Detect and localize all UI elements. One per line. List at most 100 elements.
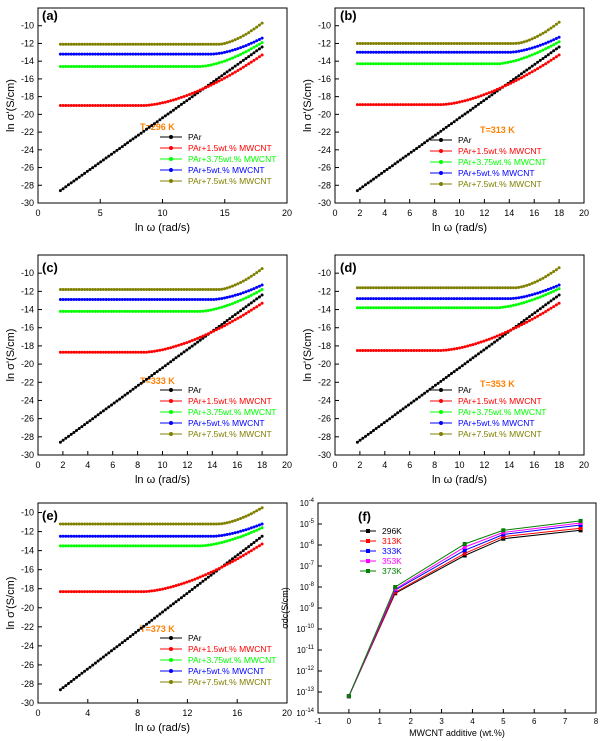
data-point xyxy=(190,534,194,538)
data-point xyxy=(498,306,502,310)
data-point xyxy=(61,534,65,538)
data-point xyxy=(61,309,65,313)
data-point xyxy=(366,62,370,66)
x-tick-label: 14 xyxy=(504,460,514,470)
data-point xyxy=(493,286,497,290)
data-point xyxy=(501,332,505,336)
data-point xyxy=(377,425,381,429)
data-point xyxy=(517,58,521,62)
data-point xyxy=(436,42,440,45)
data-point xyxy=(163,347,167,351)
data-point xyxy=(206,42,210,46)
temperature-label: T=373 K xyxy=(140,624,175,634)
data-point xyxy=(374,349,378,352)
data-point xyxy=(85,288,89,291)
x-tick-label: 4 xyxy=(85,708,90,718)
data-point xyxy=(118,52,122,56)
data-point xyxy=(546,46,550,49)
data-point xyxy=(257,527,261,531)
data-point xyxy=(233,531,237,535)
data-point xyxy=(67,522,70,526)
data-point xyxy=(61,686,65,690)
data-point xyxy=(407,50,410,54)
series-par-1-5wt-mwcnt xyxy=(58,53,264,107)
data-point xyxy=(185,99,189,103)
data-point xyxy=(231,72,234,76)
data-point xyxy=(546,40,550,44)
legend-entry: PAr+5wt.% MWCNT xyxy=(188,418,265,428)
data-point xyxy=(120,104,124,107)
data-point xyxy=(257,295,261,299)
data-point xyxy=(123,393,127,397)
data-point xyxy=(511,296,515,300)
series-par-5wt-mwcnt xyxy=(58,522,264,538)
series-par-3-75wt-mwcnt xyxy=(355,287,561,310)
data-point xyxy=(142,590,146,594)
data-point xyxy=(462,548,467,553)
series-par xyxy=(355,45,561,193)
data-point xyxy=(382,297,386,301)
y-tick-label: -24 xyxy=(318,395,331,405)
x-tick-label: 16 xyxy=(529,208,539,218)
data-point xyxy=(369,297,373,301)
data-point xyxy=(99,544,103,548)
data-point xyxy=(107,350,111,354)
data-point xyxy=(155,102,159,106)
data-point xyxy=(58,544,62,548)
data-point xyxy=(91,42,95,46)
data-point xyxy=(239,60,243,64)
data-point xyxy=(249,293,253,297)
data-point xyxy=(355,286,359,290)
data-point xyxy=(96,590,100,594)
data-point xyxy=(549,58,553,62)
data-point xyxy=(171,602,175,606)
data-point xyxy=(169,288,173,291)
chart-panel-a: 0 5 10 15 20-30-28-26-24-22-20-18-16-14-12-1… xyxy=(5,7,292,234)
data-point xyxy=(249,274,253,278)
data-point xyxy=(153,288,156,291)
data-point xyxy=(139,298,143,301)
data-point xyxy=(153,309,156,313)
data-point xyxy=(462,542,467,546)
data-point xyxy=(241,58,245,62)
data-point xyxy=(544,303,548,307)
legend-marker xyxy=(169,168,173,172)
y-tick-label: -22 xyxy=(318,377,331,387)
data-point xyxy=(158,118,162,122)
data-point xyxy=(528,293,531,297)
y-tick-label: -18 xyxy=(318,92,331,102)
data-point xyxy=(136,534,140,538)
data-point xyxy=(96,544,100,548)
data-point xyxy=(249,308,253,312)
data-point xyxy=(107,534,111,538)
data-point xyxy=(374,306,378,310)
data-point xyxy=(155,544,159,548)
data-point xyxy=(163,544,167,548)
data-point xyxy=(549,306,553,310)
y-tick-label: 10-8 xyxy=(300,582,315,592)
data-point xyxy=(131,544,135,548)
data-point xyxy=(533,52,537,56)
data-point xyxy=(463,306,467,310)
data-point xyxy=(474,62,478,66)
data-point xyxy=(67,298,70,301)
data-point xyxy=(145,103,148,107)
x-tick-label: 15 xyxy=(220,208,230,218)
data-point xyxy=(214,62,218,66)
data-point xyxy=(196,583,200,587)
data-point xyxy=(75,429,78,432)
data-point xyxy=(85,522,89,526)
data-point xyxy=(549,290,553,294)
data-point xyxy=(536,279,540,283)
data-point xyxy=(369,306,373,310)
series-par-5wt-mwcnt xyxy=(58,283,264,301)
data-point xyxy=(72,431,76,434)
data-point xyxy=(495,62,499,66)
data-point xyxy=(361,306,365,310)
data-point xyxy=(88,350,92,354)
data-point xyxy=(139,626,143,630)
x-tick-label: 2 xyxy=(60,460,65,470)
data-point xyxy=(511,78,515,81)
data-point xyxy=(466,110,470,114)
data-point xyxy=(552,289,556,293)
